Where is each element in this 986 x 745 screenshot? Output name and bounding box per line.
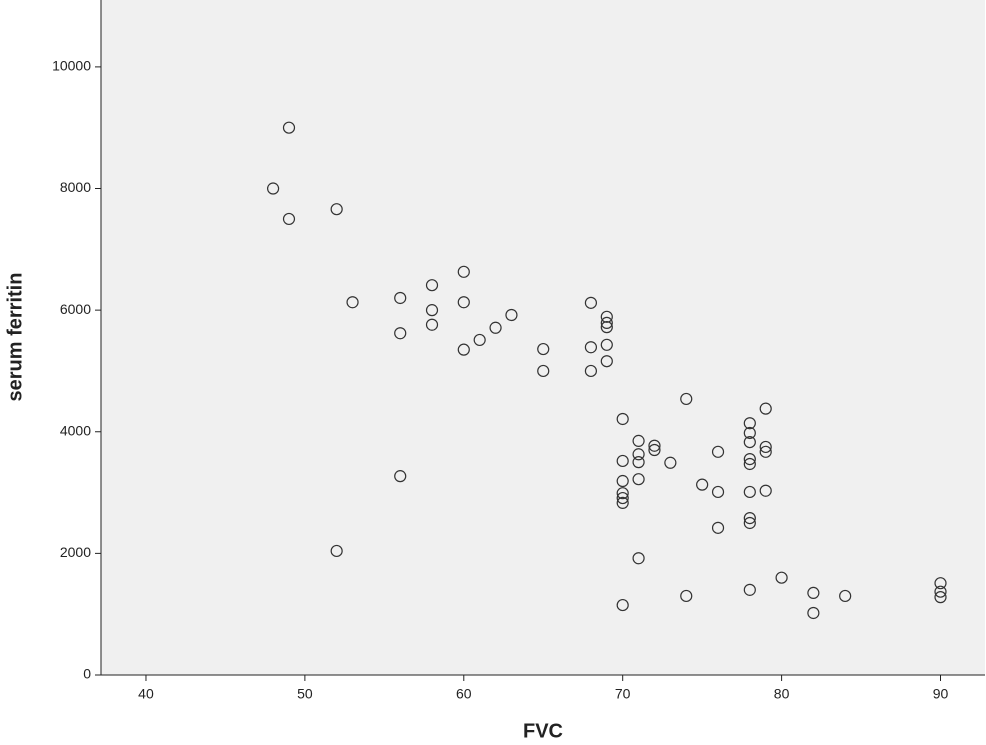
point bbox=[759, 484, 772, 497]
point bbox=[696, 478, 709, 491]
point bbox=[743, 426, 756, 440]
point bbox=[489, 321, 502, 334]
point bbox=[394, 470, 407, 483]
point bbox=[600, 316, 613, 330]
y-tick-label: 10000 bbox=[52, 58, 91, 74]
y-tick-label: 0 bbox=[83, 666, 91, 682]
point bbox=[394, 327, 407, 340]
y-tick-label: 8000 bbox=[60, 179, 91, 195]
point bbox=[648, 443, 661, 457]
point bbox=[457, 343, 470, 356]
point bbox=[759, 402, 772, 415]
x-tick-label: 60 bbox=[456, 686, 472, 702]
point bbox=[759, 440, 772, 454]
y-tick-label: 2000 bbox=[60, 544, 91, 560]
x-axis-title: FVC bbox=[523, 720, 563, 742]
point bbox=[330, 203, 343, 216]
point bbox=[266, 182, 280, 195]
point bbox=[711, 445, 725, 458]
y-tick-label: 6000 bbox=[60, 301, 91, 317]
point bbox=[616, 412, 629, 426]
point bbox=[632, 552, 645, 565]
point bbox=[346, 296, 359, 309]
point bbox=[584, 341, 598, 354]
point bbox=[648, 439, 661, 452]
point bbox=[743, 453, 756, 466]
point bbox=[457, 265, 470, 278]
point bbox=[664, 456, 677, 469]
point bbox=[537, 342, 550, 356]
point bbox=[425, 304, 439, 317]
point bbox=[600, 338, 613, 351]
x-tick-label: 50 bbox=[297, 686, 313, 702]
point bbox=[457, 296, 470, 309]
point bbox=[584, 364, 598, 378]
point bbox=[680, 589, 693, 603]
point bbox=[616, 454, 629, 468]
point bbox=[743, 457, 756, 471]
point bbox=[632, 456, 645, 469]
point bbox=[330, 544, 343, 558]
point bbox=[505, 308, 518, 322]
point bbox=[425, 279, 439, 292]
point bbox=[616, 496, 629, 510]
point bbox=[632, 434, 645, 447]
point bbox=[743, 417, 756, 430]
point bbox=[616, 487, 629, 500]
point bbox=[934, 585, 947, 598]
point bbox=[616, 491, 629, 505]
point bbox=[839, 589, 852, 603]
point bbox=[600, 355, 613, 368]
point bbox=[711, 521, 725, 534]
point bbox=[711, 485, 725, 499]
point bbox=[632, 473, 645, 486]
point bbox=[743, 512, 756, 525]
y-tick-label: 4000 bbox=[60, 422, 91, 438]
point bbox=[600, 310, 613, 323]
point bbox=[743, 516, 756, 530]
point bbox=[473, 333, 486, 347]
point bbox=[616, 474, 629, 488]
point bbox=[537, 364, 550, 378]
x-tick-label: 40 bbox=[138, 686, 154, 702]
point bbox=[616, 598, 629, 612]
point bbox=[807, 606, 820, 620]
point bbox=[759, 445, 772, 458]
point bbox=[743, 583, 756, 596]
point bbox=[282, 212, 296, 226]
point bbox=[600, 321, 613, 334]
point bbox=[775, 571, 788, 584]
point bbox=[632, 448, 645, 461]
point bbox=[807, 586, 820, 600]
point bbox=[743, 435, 756, 449]
point bbox=[584, 296, 598, 309]
x-tick-label: 70 bbox=[615, 686, 631, 702]
point bbox=[425, 318, 439, 331]
x-tick-label: 80 bbox=[774, 686, 790, 702]
point bbox=[680, 392, 693, 406]
plot-area bbox=[101, 0, 985, 675]
point bbox=[743, 485, 756, 499]
point bbox=[282, 121, 296, 134]
y-axis-title: serum ferritin bbox=[4, 273, 26, 402]
x-tick-label: 90 bbox=[933, 686, 949, 702]
point bbox=[394, 291, 407, 305]
point bbox=[934, 577, 947, 590]
point bbox=[934, 591, 947, 604]
